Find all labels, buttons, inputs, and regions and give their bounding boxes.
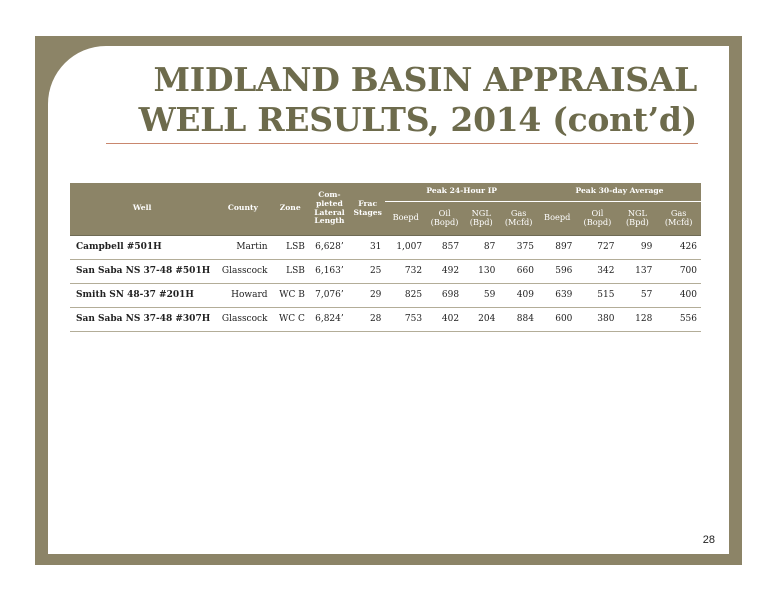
cell-ip-gas: 660: [499, 259, 538, 284]
cell-frac: 25: [350, 259, 386, 284]
cell-zone: WC B: [271, 283, 309, 308]
cell-ip-boepd: 732: [385, 259, 427, 284]
cell-ip-gas: 884: [499, 307, 538, 332]
cell-zone: LSB: [271, 234, 309, 260]
header-well: Well: [70, 183, 215, 235]
cell-avg-ngl: 99: [618, 234, 657, 260]
table-row: San Saba NS 37-48 #307H Glasscock WC C 6…: [70, 307, 701, 332]
header-avg-oil: Oil (Bopd): [576, 201, 619, 235]
cell-ip-oil: 492: [426, 259, 464, 284]
cell-avg-oil: 342: [576, 259, 619, 284]
cell-ip-gas: 375: [499, 234, 538, 260]
cell-ip-oil: 857: [426, 234, 464, 260]
cell-well: San Saba NS 37-48 #307H: [70, 307, 215, 332]
cell-ip-ngl: 204: [463, 307, 500, 332]
cell-county: Glasscock: [214, 307, 272, 332]
cell-zone: WC C: [271, 307, 309, 332]
cell-avg-gas: 700: [656, 259, 701, 284]
cell-ip-ngl: 130: [463, 259, 500, 284]
table-row: San Saba NS 37-48 #501H Glasscock LSB 6,…: [70, 259, 701, 284]
well-results-table: Well County Zone Com- pleted Lateral Len…: [70, 183, 701, 332]
cell-county: Glasscock: [214, 259, 272, 284]
header-ip-ngl: NGL (Bpd): [463, 201, 500, 235]
header-avg-ngl: NGL (Bpd): [618, 201, 657, 235]
cell-frac: 31: [350, 234, 386, 260]
cell-avg-oil: 515: [576, 283, 619, 308]
cell-county: Howard: [214, 283, 272, 308]
cell-zone: LSB: [271, 259, 309, 284]
table-row: Campbell #501H Martin LSB 6,628’ 31 1,00…: [70, 234, 701, 260]
cell-ip-ngl: 59: [463, 283, 500, 308]
header-ip-gas: Gas (Mcfd): [499, 201, 538, 235]
cell-ip-boepd: 753: [385, 307, 427, 332]
cell-avg-oil: 727: [576, 234, 619, 260]
cell-avg-boepd: 897: [537, 234, 577, 260]
header-zone: Zone: [271, 183, 309, 235]
page-number: 28: [702, 534, 715, 546]
title-line-1: MIDLAND BASIN APPRAISAL: [153, 60, 697, 99]
cell-ip-boepd: 825: [385, 283, 427, 308]
cell-well: Campbell #501H: [70, 234, 215, 260]
cell-avg-ngl: 57: [618, 283, 657, 308]
header-county: County: [214, 183, 272, 235]
cell-ip-oil: 402: [426, 307, 464, 332]
header-ip-oil: Oil (Bopd): [426, 201, 464, 235]
cell-frac: 29: [350, 283, 386, 308]
cell-avg-boepd: 596: [537, 259, 577, 284]
header-avg-boepd: Boepd: [537, 201, 577, 235]
cell-avg-gas: 556: [656, 307, 701, 332]
header-peak-24-hour-ip: Peak 24-Hour IP: [385, 183, 538, 202]
cell-avg-oil: 380: [576, 307, 619, 332]
cell-frac: 28: [350, 307, 386, 332]
cell-county: Martin: [214, 234, 272, 260]
header-peak-30-day-average: Peak 30-day Average: [537, 183, 701, 202]
slide-title: MIDLAND BASIN APPRAISAL WELL RESULTS, 20…: [137, 60, 698, 140]
cell-lateral: 6,163’: [308, 259, 350, 284]
cell-avg-boepd: 600: [537, 307, 577, 332]
title-line-2: WELL RESULTS, 2014 (cont’d): [138, 100, 698, 139]
header-avg-gas: Gas (Mcfd): [656, 201, 701, 235]
cell-ip-oil: 698: [426, 283, 464, 308]
cell-ip-gas: 409: [499, 283, 538, 308]
header-frac-stages: Frac Stages: [350, 183, 386, 235]
title-divider: [106, 143, 698, 144]
header-ip-boepd: Boepd: [385, 201, 427, 235]
cell-well: Smith SN 48-37 #201H: [70, 283, 215, 308]
cell-avg-boepd: 639: [537, 283, 577, 308]
cell-well: San Saba NS 37-48 #501H: [70, 259, 215, 284]
cell-lateral: 6,628’: [308, 234, 350, 260]
cell-avg-ngl: 137: [618, 259, 657, 284]
cell-lateral: 7,076’: [308, 283, 350, 308]
cell-lateral: 6,824’: [308, 307, 350, 332]
table-row: Smith SN 48-37 #201H Howard WC B 7,076’ …: [70, 283, 701, 308]
slide-frame: MIDLAND BASIN APPRAISAL WELL RESULTS, 20…: [35, 36, 742, 565]
cell-avg-gas: 400: [656, 283, 701, 308]
header-lateral-length: Com- pleted Lateral Length: [308, 183, 350, 235]
cell-ip-ngl: 87: [463, 234, 500, 260]
cell-avg-ngl: 128: [618, 307, 657, 332]
cell-avg-gas: 426: [656, 234, 701, 260]
slide-panel: MIDLAND BASIN APPRAISAL WELL RESULTS, 20…: [48, 46, 729, 554]
cell-ip-boepd: 1,007: [385, 234, 427, 260]
